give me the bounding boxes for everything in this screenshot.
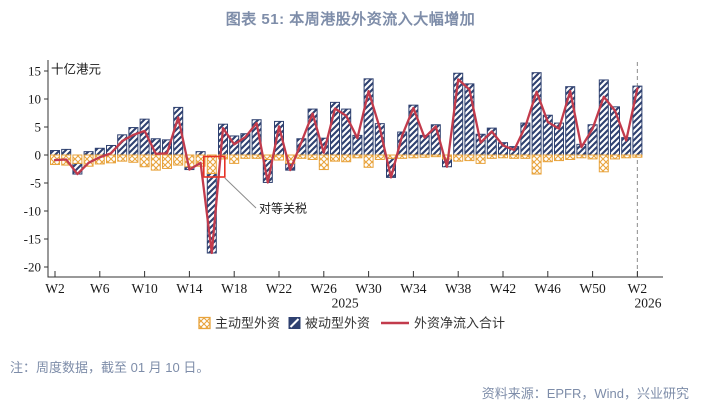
bar-passive xyxy=(50,150,60,156)
bar-active xyxy=(610,154,620,160)
bar-passive xyxy=(598,79,609,156)
chart-text: W6 xyxy=(90,281,110,296)
bar-active xyxy=(296,154,307,159)
bar-active xyxy=(139,154,150,168)
chart-text: W10 xyxy=(131,281,157,296)
chart-text: W18 xyxy=(221,281,247,296)
bar-active xyxy=(352,154,363,159)
data-source: 资料来源：EPFR，Wind，兴业研究 xyxy=(481,386,689,401)
bar-active xyxy=(408,154,419,159)
bar-active xyxy=(486,154,497,159)
chart-text: 2026 xyxy=(635,296,662,311)
bar-active xyxy=(587,154,598,160)
chart-text: 5 xyxy=(35,120,42,135)
chart-text: W26 xyxy=(311,281,337,296)
bar-active xyxy=(341,154,352,163)
chart-text: 被动型外资 xyxy=(305,316,370,331)
bar-active xyxy=(150,154,161,171)
bar-passive xyxy=(128,127,139,156)
bar-active xyxy=(363,154,374,168)
chart-text: W2 xyxy=(45,281,65,296)
highlight-box xyxy=(203,155,226,178)
bar-active xyxy=(453,154,464,162)
chart-text: W30 xyxy=(355,281,381,296)
bar-passive xyxy=(61,148,72,156)
bar-active xyxy=(307,154,318,160)
bar-active xyxy=(251,154,262,159)
bar-active xyxy=(206,154,217,174)
bar-active xyxy=(598,154,609,173)
chart-text: 外资净流入合计 xyxy=(414,316,505,331)
chart-text: W34 xyxy=(400,281,426,296)
chart-text: W14 xyxy=(176,281,202,296)
chart-text: W50 xyxy=(579,281,605,296)
chart-title: 图表 51: 本周港股外资流入大幅增加 xyxy=(225,11,476,28)
bar-active xyxy=(173,154,184,166)
bar-active xyxy=(318,154,329,171)
bar-active xyxy=(262,154,273,160)
chart-text: 0 xyxy=(35,148,42,163)
bar-passive xyxy=(531,72,542,156)
bar-active xyxy=(509,154,520,159)
bar-active xyxy=(229,154,240,164)
bar-active xyxy=(430,154,441,158)
bar-active xyxy=(621,154,632,159)
bar-active xyxy=(542,154,553,163)
bar-passive xyxy=(83,151,94,156)
bar-active xyxy=(475,154,486,164)
bar-active xyxy=(386,154,396,159)
bar-active xyxy=(520,154,531,159)
bar-active xyxy=(397,154,408,159)
chart-text: 10 xyxy=(28,92,41,107)
bar-active xyxy=(374,154,385,160)
bar-active xyxy=(531,154,542,175)
footnote: 注：周度数据，截至 01 月 10 日。 xyxy=(10,360,210,375)
chart-text: -10 xyxy=(24,204,41,219)
bar-active xyxy=(162,154,172,169)
bar-active xyxy=(106,154,116,164)
bar-active xyxy=(240,154,251,159)
bar-passive xyxy=(94,147,105,156)
bar-active xyxy=(498,154,508,159)
chart-text: 对等关税 xyxy=(259,202,307,216)
bar-active xyxy=(632,154,643,158)
bar-active xyxy=(576,154,587,159)
chart-text: 十亿港元 xyxy=(51,62,101,77)
chart-text: 主动型外资 xyxy=(215,316,280,331)
bar-active xyxy=(330,154,340,162)
chart-text: -20 xyxy=(24,260,41,275)
chart-text: W2 xyxy=(628,281,648,296)
net-flow-line xyxy=(53,78,639,255)
bar-active xyxy=(72,154,83,164)
legend-swatch-active xyxy=(198,316,211,330)
chart-text: W38 xyxy=(445,281,471,296)
annotation-leader-line xyxy=(224,177,257,209)
bar-passive xyxy=(632,85,643,156)
bar-active xyxy=(274,154,284,161)
chart-text: -15 xyxy=(24,232,41,247)
bar-passive xyxy=(195,151,206,156)
bar-active xyxy=(565,154,576,160)
chart-text: W46 xyxy=(535,281,561,296)
chart-text: W42 xyxy=(490,281,516,296)
bar-passive xyxy=(610,106,620,156)
bar-active xyxy=(419,154,430,158)
bar-active xyxy=(128,154,139,163)
bar-active xyxy=(464,154,475,162)
legend-swatch-passive-stripe xyxy=(289,318,300,328)
chart-text: 15 xyxy=(28,64,41,79)
chart-text: 2025 xyxy=(332,296,359,311)
chart-canvas: 15 10 5 0 -5 -10 -15 -20 十亿港元 W2 W6 W10 W14 W18 W22 W26… xyxy=(24,60,663,331)
bar-active xyxy=(117,154,128,162)
bar-active xyxy=(554,154,564,162)
chart-text: W22 xyxy=(266,281,292,296)
chart-text: -5 xyxy=(30,176,41,191)
